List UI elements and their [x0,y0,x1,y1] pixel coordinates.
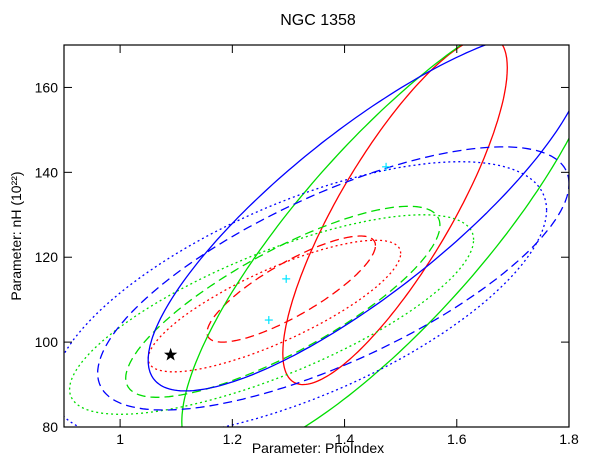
green-dotted-contour [68,214,475,415]
y-tick-label: 160 [35,79,59,95]
red-dashed-contour [206,235,377,343]
x-tick-label: 1.4 [335,431,355,447]
green-solid-contour [181,45,569,427]
blue-dashed-contour [97,146,569,411]
x-tick-label: 1 [116,431,124,447]
best-fit-plus-marker [282,274,291,283]
y-tick-label: 140 [35,164,59,180]
star-marker [164,347,178,361]
best-fit-plus-marker [264,316,273,325]
blue-solid-contour [147,45,569,392]
green-dashed-contour [125,205,441,398]
red-dotted-contour [147,239,402,373]
red-solid-contour [282,45,508,386]
y-tick-label: 120 [35,249,59,265]
x-tick-label: 1.2 [223,431,243,447]
best-fit-plus-marker [382,162,391,171]
y-tick-label: 100 [35,334,59,350]
blue-dotted-contour [64,161,548,427]
x-axis-title: Parameter: PhoIndex [252,440,384,456]
chart-title: NGC 1358 [280,12,356,29]
plot-frame [63,44,570,428]
x-tick-label: 1.8 [559,431,579,447]
marker-group [164,162,391,361]
contour-group [64,45,569,427]
x-axis: 1 1.2 1.4 1.6 1.8 [116,45,579,447]
y-axis: 80 100 120 140 160 [35,79,569,435]
y-axis-title: Parameter: nH (10²²) [8,171,24,300]
x-tick-label: 1.6 [447,431,467,447]
y-tick-label: 80 [42,419,58,435]
